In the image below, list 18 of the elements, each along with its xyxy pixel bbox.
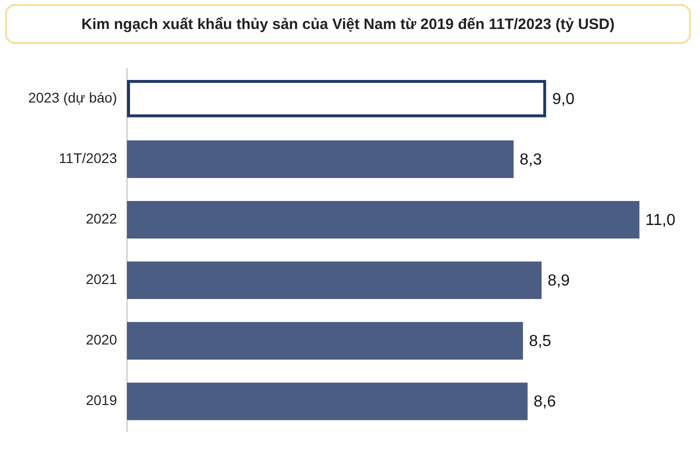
- y-tick-label: 2022: [86, 210, 118, 227]
- y-tick-label: 11T/2023: [58, 150, 118, 166]
- bar: [127, 262, 542, 300]
- data-label: 8,6: [534, 394, 556, 411]
- y-tick-label: 2023 (dự báo): [28, 90, 117, 106]
- data-label: 8,5: [528, 333, 552, 350]
- bar: [127, 140, 514, 178]
- bar: [127, 200, 640, 238]
- data-label: 11,0: [645, 212, 676, 230]
- data-label: 8,3: [520, 152, 542, 169]
- bar: [127, 322, 523, 360]
- data-label: 8,9: [548, 272, 570, 290]
- y-tick-label: 2020: [86, 332, 118, 348]
- y-tick-label: 2021: [86, 271, 118, 288]
- data-label: 9,0: [552, 91, 575, 108]
- chart-title: Kim ngạch xuất khẩu thủy sản của Việt Nam từ 2019 đến 11T/2023 (tỷ USD): [5, 4, 691, 44]
- bar: [127, 382, 528, 420]
- y-tick-label: 2019: [86, 392, 118, 408]
